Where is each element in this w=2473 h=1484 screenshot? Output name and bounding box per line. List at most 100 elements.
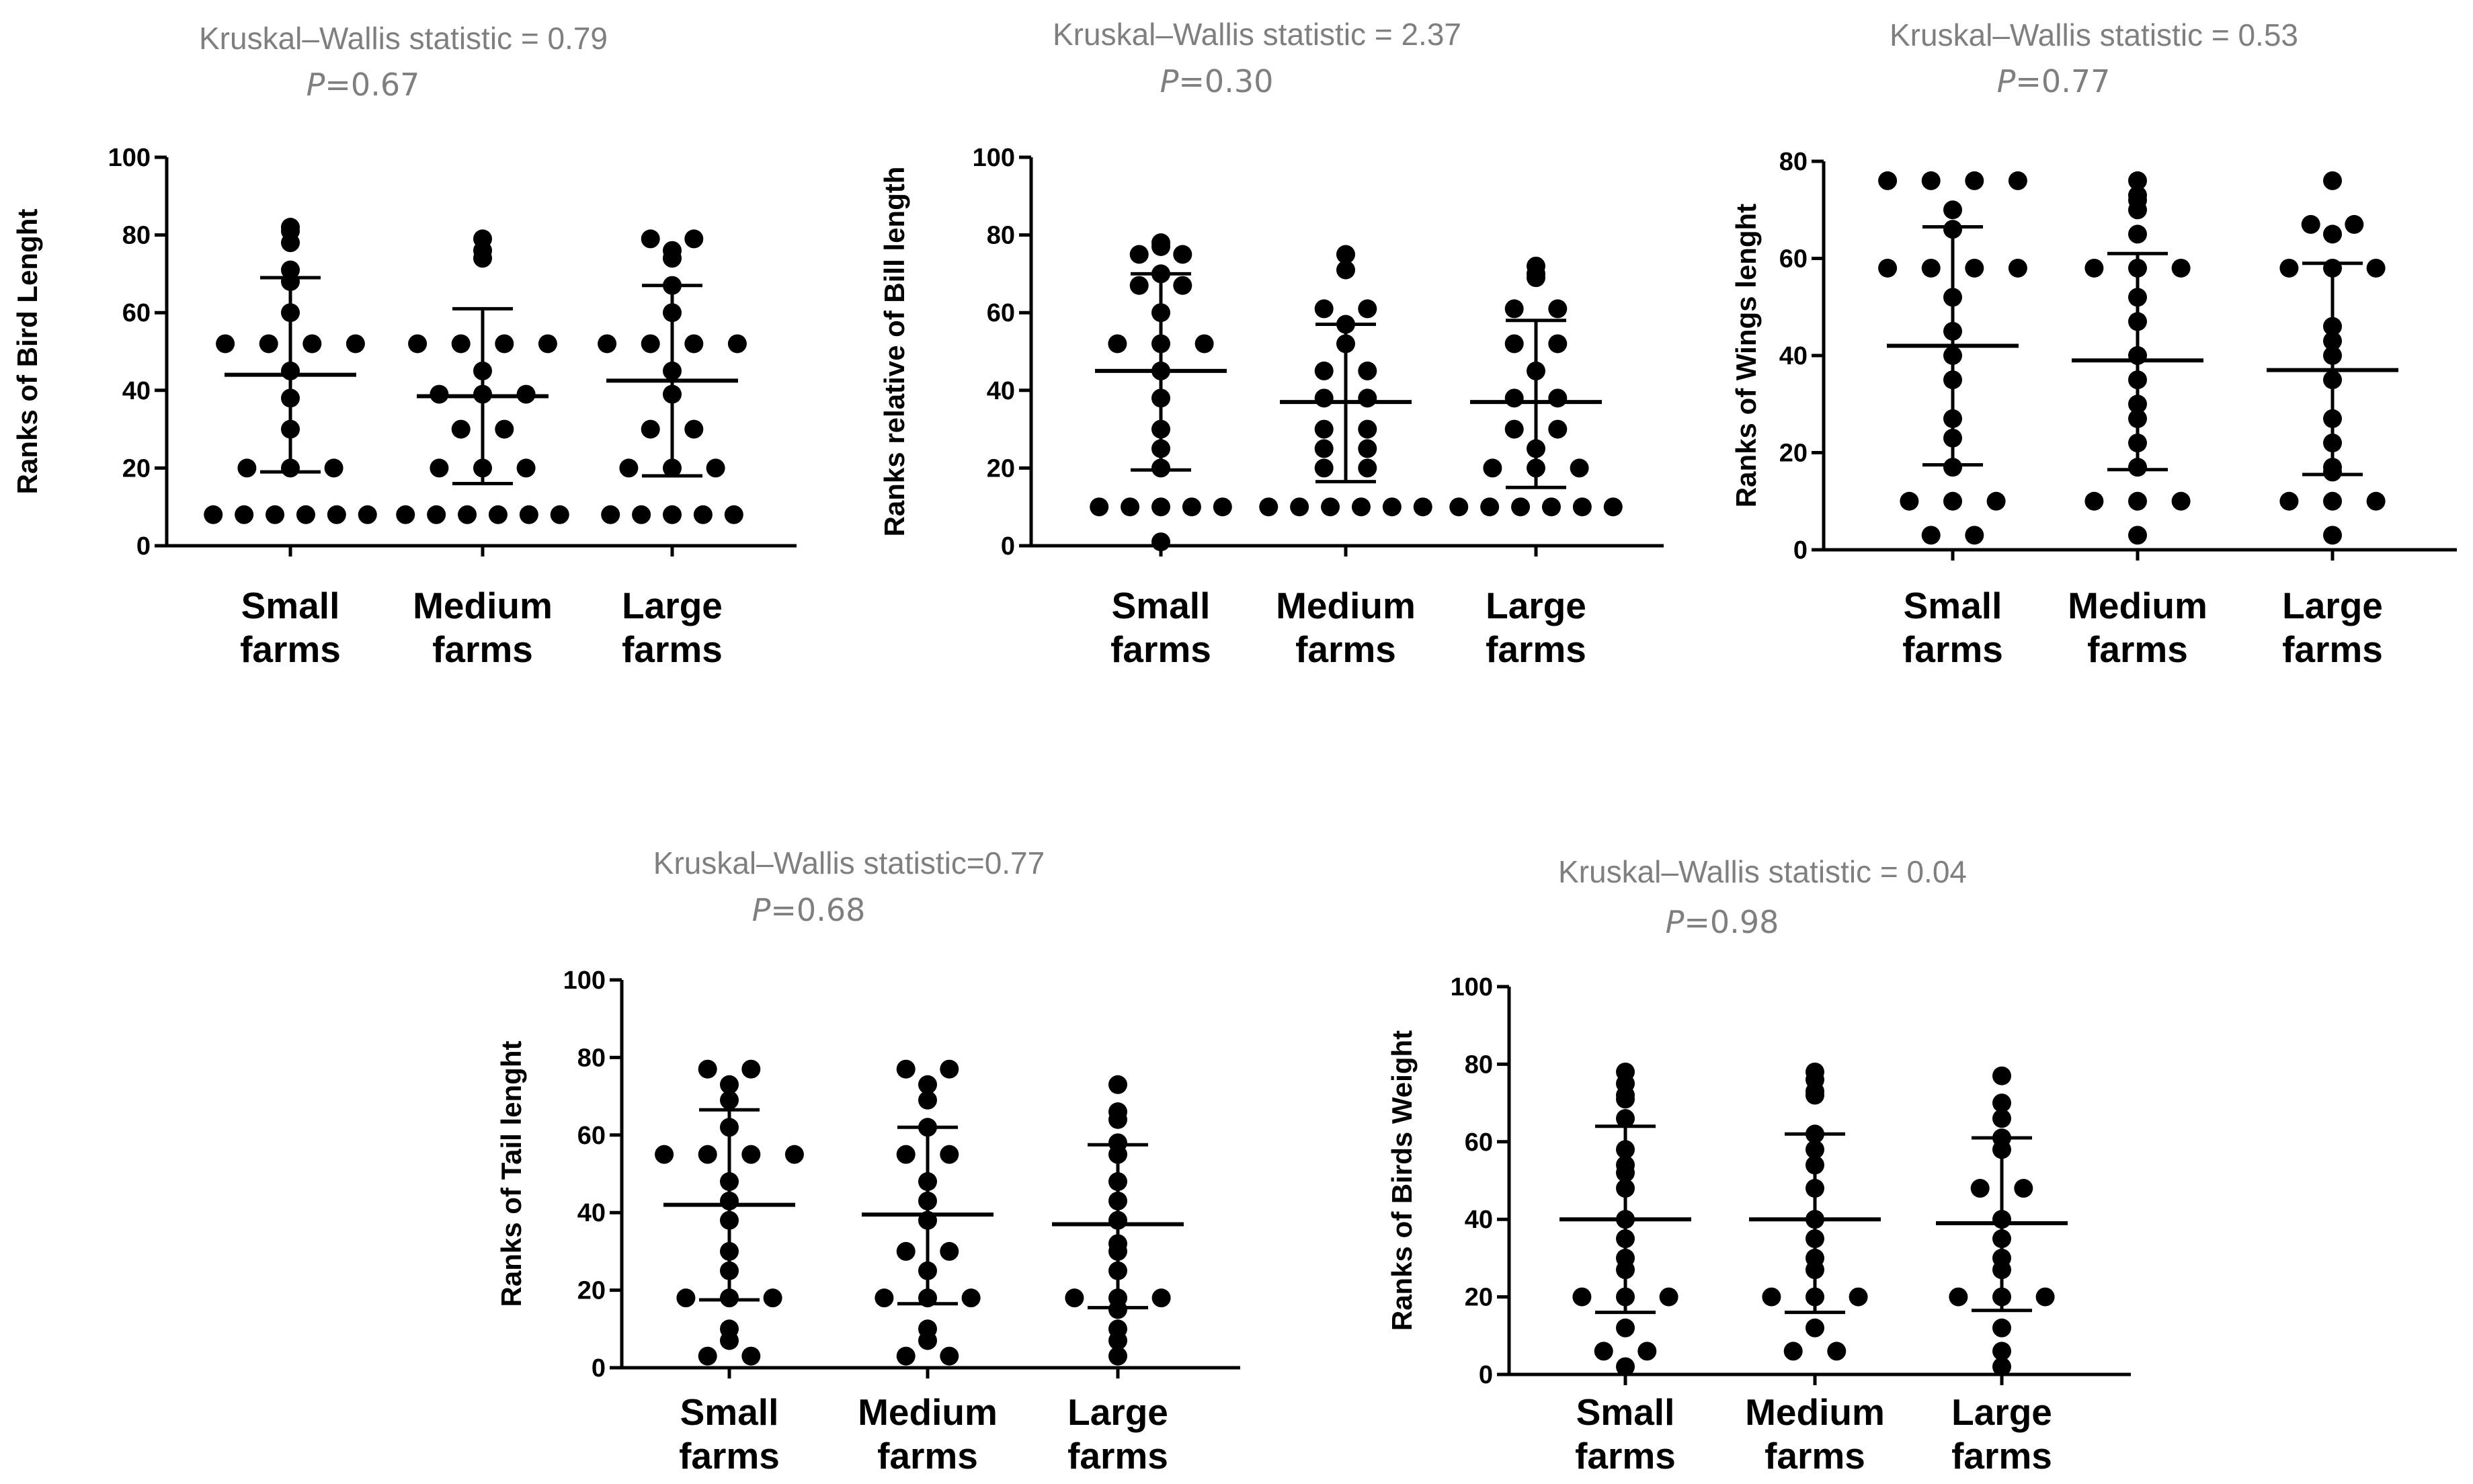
data-point	[1173, 276, 1192, 295]
data-point	[1449, 497, 1469, 517]
x-tick-label: farms	[1575, 1435, 1676, 1477]
x-tick-label: Medium	[858, 1391, 998, 1433]
data-point	[1783, 1342, 1803, 1361]
p-value-label: P=0.98	[1666, 904, 1779, 940]
data-point	[1358, 388, 1377, 408]
y-tick-label: 0	[1793, 536, 1808, 565]
x-tick-label: farms	[2282, 628, 2383, 670]
data-point	[2171, 491, 2191, 511]
data-point	[940, 1241, 959, 1261]
data-point	[1878, 171, 1898, 190]
data-point	[1358, 458, 1377, 478]
x-tick-label: farms	[1067, 1435, 1168, 1477]
y-tick-label: 60	[1465, 1128, 1493, 1157]
data-point	[598, 334, 617, 354]
data-point	[741, 1059, 761, 1079]
data-point	[1570, 458, 1589, 478]
data-point	[216, 334, 235, 354]
y-tick-label: 20	[1465, 1284, 1493, 1312]
data-point	[1992, 1109, 2011, 1128]
data-point	[204, 505, 223, 524]
data-point	[266, 505, 285, 524]
data-point	[2014, 1179, 2033, 1198]
data-point	[1129, 276, 1149, 295]
data-point	[2008, 258, 2027, 278]
data-point	[896, 1145, 916, 1164]
y-tick-label: 60	[987, 299, 1015, 327]
x-tick-label: farms	[1765, 1435, 1865, 1477]
data-point	[2366, 491, 2386, 511]
data-point	[2171, 258, 2191, 278]
data-point	[684, 419, 704, 439]
data-point	[641, 229, 660, 249]
data-point	[1108, 1346, 1127, 1366]
data-point	[1992, 1318, 2011, 1337]
data-point	[632, 505, 651, 524]
data-point	[1603, 497, 1623, 517]
data-point	[720, 1319, 739, 1339]
y-tick-label: 80	[122, 222, 151, 250]
data-point	[1965, 171, 1984, 190]
data-point	[495, 419, 514, 439]
y-axis-label: Ranks of Birds Weight	[1386, 1030, 1418, 1331]
data-point	[2279, 491, 2299, 511]
data-point	[327, 505, 346, 524]
data-point	[1121, 497, 1140, 517]
data-point	[2301, 214, 2320, 234]
p-symbol: P	[1160, 63, 1179, 99]
data-point	[2128, 186, 2147, 205]
data-point	[1970, 1179, 1990, 1198]
y-tick-label: 0	[136, 532, 151, 561]
data-point	[641, 334, 660, 354]
data-point	[961, 1288, 981, 1308]
y-axis-label: Ranks of Tail lenght	[495, 1041, 527, 1307]
data-point	[1090, 497, 1109, 517]
data-point	[1314, 419, 1334, 439]
data-point	[1413, 497, 1432, 517]
data-point	[1965, 258, 1984, 278]
data-point	[1762, 1287, 1781, 1307]
y-tick-label: 20	[122, 454, 151, 483]
data-point	[1351, 497, 1371, 517]
data-point	[259, 334, 278, 354]
y-tick-label: 60	[577, 1122, 606, 1150]
y-tick-label: 40	[1465, 1206, 1493, 1234]
data-point	[1548, 419, 1568, 439]
y-tick-label: 80	[1779, 148, 1808, 176]
p-value: =0.98	[1684, 904, 1779, 940]
x-tick-label: farms	[877, 1435, 978, 1477]
data-point	[2323, 171, 2342, 190]
data-point	[1616, 1109, 1635, 1128]
data-point	[1314, 439, 1334, 458]
data-point	[1314, 361, 1334, 380]
data-point	[396, 505, 415, 524]
data-point	[720, 1075, 739, 1094]
x-tick-label: Large	[622, 585, 723, 626]
y-tick-label: 100	[1451, 973, 1493, 1001]
data-point	[1108, 1133, 1127, 1153]
data-point	[519, 505, 538, 524]
data-point	[458, 505, 477, 524]
x-tick-label: Large	[1067, 1391, 1168, 1433]
p-value: =0.68	[770, 892, 865, 928]
y-axis-label: Ranks of Bird Lenght	[11, 209, 43, 495]
data-point	[706, 458, 725, 478]
data-point	[896, 1059, 916, 1079]
data-point	[1358, 361, 1377, 380]
y-tick-label: 100	[563, 966, 606, 995]
x-tick-label: Large	[2282, 585, 2383, 626]
data-point	[2323, 491, 2342, 511]
p-value-label: P=0.77	[1997, 63, 2111, 99]
data-point	[727, 334, 747, 354]
x-tick-label: farms	[1951, 1435, 2052, 1477]
data-point	[1108, 1102, 1127, 1122]
data-point	[1151, 1288, 1171, 1308]
x-tick-label: farms	[240, 628, 341, 670]
data-point	[281, 218, 300, 237]
x-tick-label: Medium	[2068, 585, 2207, 626]
x-tick-label: Large	[1486, 585, 1586, 626]
p-value-label: P=0.68	[752, 892, 866, 928]
x-tick-label: farms	[622, 628, 723, 670]
data-point	[720, 1090, 739, 1110]
